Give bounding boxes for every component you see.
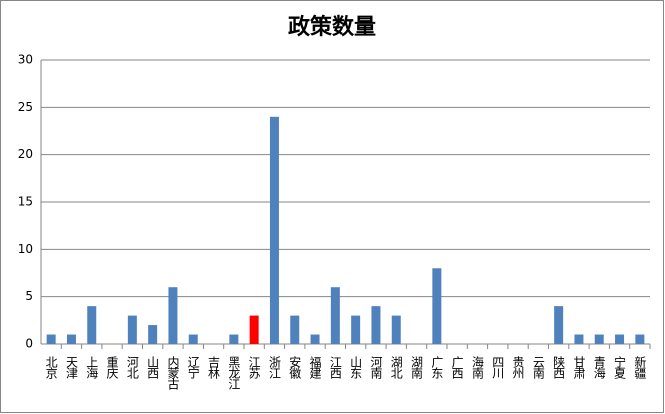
bar xyxy=(229,334,239,344)
x-tick-label: 内蒙古 xyxy=(166,356,180,390)
bar xyxy=(269,116,279,344)
chart-title: 政策数量 xyxy=(288,14,376,40)
x-tick-label: 湖南 xyxy=(410,355,424,379)
x-tick-label: 河北 xyxy=(125,356,139,380)
x-tick-label: 四川 xyxy=(491,356,505,379)
bar xyxy=(290,315,300,344)
bar xyxy=(371,306,381,344)
bar xyxy=(615,334,625,344)
x-tick-label: 江苏 xyxy=(247,356,261,379)
x-tick-label: 山西 xyxy=(146,356,160,379)
x-tick-label: 黑龙江 xyxy=(227,356,241,390)
x-tick-label: 广西 xyxy=(450,356,464,379)
bar xyxy=(351,315,361,344)
bar xyxy=(127,315,137,344)
x-tick-label: 天津 xyxy=(64,356,78,379)
x-tick-label: 山东 xyxy=(349,356,363,379)
x-tick-label: 浙江 xyxy=(267,356,281,379)
x-tick-label: 河南 xyxy=(369,356,383,379)
x-tick-label: 江西 xyxy=(328,356,342,379)
x-tick-label: 云南 xyxy=(531,356,545,379)
y-tick-label: 0 xyxy=(25,337,33,351)
bar xyxy=(310,334,320,344)
bar xyxy=(66,334,76,344)
x-tick-label: 重庆 xyxy=(105,356,119,379)
y-tick-label: 20 xyxy=(18,147,33,161)
bar xyxy=(188,334,198,344)
x-tick-label: 广东 xyxy=(430,356,444,379)
y-tick-label: 15 xyxy=(18,195,33,209)
x-tick-label: 贵州 xyxy=(511,356,525,379)
x-tick-label: 湖北 xyxy=(389,355,403,380)
y-tick-label: 5 xyxy=(25,289,33,303)
y-tick-label: 10 xyxy=(18,242,33,256)
bar xyxy=(594,334,604,344)
x-tick-label: 上海 xyxy=(85,356,99,379)
bar xyxy=(46,334,56,344)
bar xyxy=(391,315,401,344)
x-tick-label: 安徽 xyxy=(288,355,302,379)
x-tick-label: 海南 xyxy=(470,355,484,379)
bar xyxy=(635,334,645,344)
bar xyxy=(574,334,584,344)
bar xyxy=(554,306,564,344)
x-tick-label: 北京 xyxy=(44,356,58,380)
bar xyxy=(148,325,158,344)
x-tick-label: 辽宁 xyxy=(186,356,200,379)
x-tick-label: 新疆 xyxy=(633,355,647,379)
x-tick-label: 甘肃 xyxy=(572,356,586,380)
y-tick-label: 25 xyxy=(18,100,33,114)
bar xyxy=(432,268,442,344)
x-tick-label: 青海 xyxy=(592,356,606,379)
bar xyxy=(249,315,259,344)
x-tick-label: 福建 xyxy=(308,355,322,380)
bar xyxy=(168,287,178,344)
x-tick-label: 陕西 xyxy=(552,355,566,379)
bar xyxy=(330,287,340,344)
x-tick-label: 吉林 xyxy=(207,356,221,379)
bar xyxy=(87,306,97,344)
x-tick-label: 宁夏 xyxy=(613,355,627,379)
y-tick-label: 30 xyxy=(18,53,33,67)
